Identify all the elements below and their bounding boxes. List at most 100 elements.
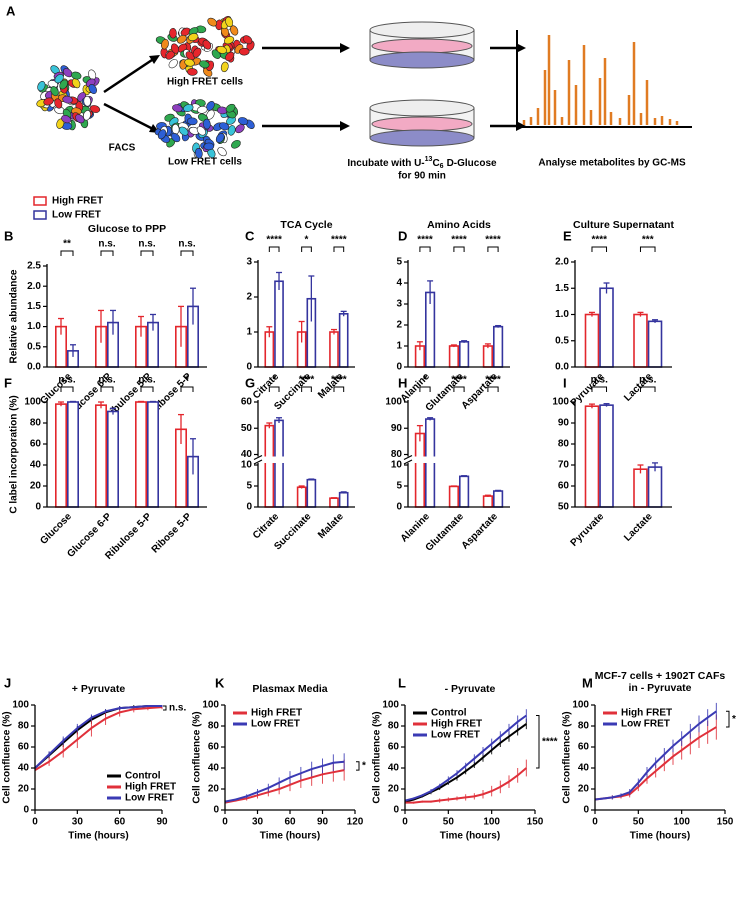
series-line — [34, 706, 163, 771]
bar — [147, 401, 160, 508]
cell — [231, 139, 241, 149]
series-line — [405, 767, 527, 804]
significance: n.s. — [98, 375, 115, 386]
cell — [220, 61, 229, 73]
x-tick-label: 60 — [114, 817, 126, 828]
y-tick-label: 40 — [241, 449, 253, 460]
cell — [239, 47, 250, 56]
y-tick-label: 0.0 — [27, 362, 41, 373]
cell — [75, 114, 85, 124]
sig-bracket — [453, 386, 465, 392]
series-line — [224, 760, 345, 803]
x-tick-label: 100 — [483, 817, 500, 828]
y-tick-label: 2 — [396, 320, 402, 331]
bar — [306, 478, 317, 508]
annotation: * — [732, 714, 736, 725]
sig-bracket — [301, 386, 312, 392]
cell — [207, 17, 218, 27]
y-tick-label: 100 — [552, 397, 569, 408]
legend-label: Low FRET — [431, 730, 480, 741]
bar — [584, 313, 600, 368]
sig-bracket — [591, 246, 608, 252]
superscript: 13 — [425, 156, 433, 163]
x-tick-label: 0 — [222, 817, 228, 828]
bar — [647, 320, 663, 368]
y-tick-label: 10 — [391, 460, 403, 471]
sig-bracket — [140, 386, 154, 392]
sig-bracket — [487, 246, 499, 252]
y-tick-label: 60 — [30, 439, 42, 450]
bar — [274, 280, 284, 368]
y-tick-label: 80 — [30, 418, 42, 429]
x-tick-label: 30 — [252, 817, 264, 828]
cell — [203, 142, 215, 151]
facs-label: FACS — [109, 143, 136, 154]
chart-panel: G0510405060*Citrate****Succinate****Mala… — [241, 375, 355, 552]
cell — [172, 104, 183, 113]
annotation: * — [362, 761, 366, 772]
cells-layer — [369, 51, 475, 69]
y-tick-label: 80 — [388, 721, 400, 732]
significance: **** — [451, 375, 467, 386]
y-tick-label: 100 — [385, 397, 402, 408]
bar — [54, 403, 67, 508]
cell — [161, 39, 169, 50]
y-tick-label: 60 — [578, 742, 590, 753]
y-tick-label: 60 — [18, 742, 30, 753]
cell — [187, 117, 198, 126]
x-tick-label: 150 — [717, 817, 734, 828]
y-tick-label: 5 — [246, 481, 252, 492]
y-tick-label: 100 — [12, 700, 29, 711]
significance: **** — [485, 375, 501, 386]
bar — [338, 312, 349, 368]
significance: **** — [331, 235, 347, 246]
schematic: A FACS High FRET cells Low FRET cells In… — [6, 3, 692, 182]
sig-bracket — [268, 246, 280, 252]
arrowhead — [340, 121, 350, 131]
cell — [223, 36, 235, 45]
axis-break-gap — [402, 456, 510, 463]
x-tick-label: Aspartate — [460, 511, 501, 552]
x-axis-label: Time (hours) — [260, 831, 320, 842]
chart-title: Glucose to PPP — [88, 223, 166, 235]
high-label: High FRET cells — [167, 77, 244, 88]
cell — [71, 78, 81, 89]
significance: ** — [63, 239, 71, 250]
text-part: Incubate with U- — [347, 158, 424, 169]
cell — [227, 125, 236, 136]
significance: **** — [299, 375, 315, 386]
cell — [71, 71, 82, 80]
cell — [83, 95, 92, 107]
cell — [169, 27, 177, 39]
y-tick-label: 40 — [388, 763, 400, 774]
x-tick-label: 0 — [32, 817, 38, 828]
cells-layer — [369, 129, 475, 147]
y-tick-label: 1.0 — [27, 321, 41, 332]
y-tick-label: 2 — [246, 292, 252, 303]
y-tick-label: 0 — [393, 805, 399, 816]
cell — [183, 104, 194, 112]
medium — [371, 116, 473, 132]
arrowhead — [340, 43, 350, 53]
x-tick-label: Pyruvate — [569, 511, 607, 549]
bar — [599, 404, 614, 508]
bar — [264, 424, 275, 508]
sig-bracket — [140, 250, 154, 256]
y-tick-label: 0 — [23, 805, 29, 816]
legend-label: Control — [431, 708, 467, 719]
x-tick-label: 50 — [443, 817, 455, 828]
series-line — [224, 769, 345, 804]
chart-title: TCA Cycle — [280, 219, 332, 231]
cell — [180, 27, 191, 37]
significance: n.s. — [639, 375, 656, 386]
x-tick-label: Lactate — [622, 511, 655, 544]
sig-bracket — [419, 246, 431, 252]
sig-bracket — [180, 250, 194, 256]
bar — [338, 491, 349, 508]
sig-bracket — [301, 246, 312, 252]
y-tick-label: 90 — [391, 423, 403, 434]
panel-letter: I — [563, 375, 567, 390]
